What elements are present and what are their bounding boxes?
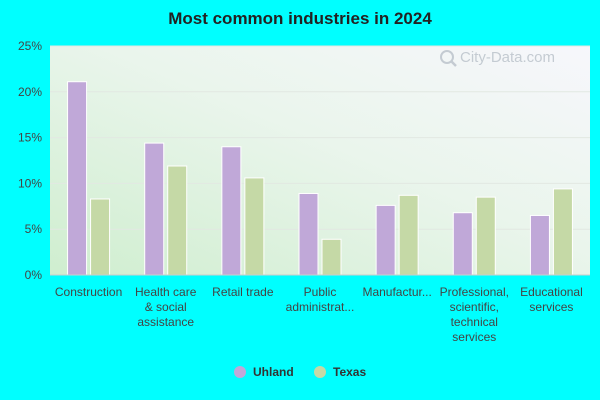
x-tick-label: Construction [55, 285, 122, 299]
bar-uhland[interactable] [67, 81, 88, 276]
legend: Uhland Texas [234, 365, 366, 379]
x-tick-label: Manufactur... [362, 285, 431, 299]
legend-swatch-uhland [234, 366, 246, 378]
bar-uhland[interactable] [298, 192, 319, 276]
y-tick-label: 20% [18, 85, 42, 99]
legend-label-uhland: Uhland [253, 365, 294, 379]
y-tick-label: 25% [18, 39, 42, 53]
y-tick-label: 5% [25, 222, 43, 236]
legend-swatch-texas [314, 366, 326, 378]
watermark-text: City-Data.com [460, 49, 555, 66]
chart-title: Most common industries in 2024 [168, 9, 432, 28]
magnifier-icon [440, 50, 457, 67]
bar-texas[interactable] [321, 238, 342, 276]
y-axis: 0% 5% 10% 15% 20% 25% [18, 39, 42, 282]
plot-area [50, 46, 590, 275]
bar-uhland[interactable] [144, 142, 165, 276]
watermark: City-Data.com [440, 49, 555, 67]
legend-label-texas: Texas [333, 365, 366, 379]
bars [67, 81, 573, 276]
x-tick-label: Professional, scientific, technical service… [440, 285, 509, 344]
bar-texas[interactable] [90, 198, 111, 276]
x-tick-label: Retail trade [212, 285, 274, 299]
y-tick-label: 0% [25, 268, 43, 282]
bar-texas[interactable] [244, 177, 265, 276]
grid-lines [50, 45, 590, 230]
bar-uhland[interactable] [221, 146, 242, 276]
x-tick-label: Public administrat... [286, 285, 355, 314]
x-tick-label: Educational services [520, 285, 583, 314]
y-tick-label: 10% [18, 176, 42, 190]
bar-uhland[interactable] [529, 214, 550, 276]
x-tick-label: Health care & social assistance [135, 285, 197, 329]
bar-texas[interactable] [398, 194, 419, 276]
x-axis: Construction Health care & social assistanc… [50, 274, 590, 344]
y-tick-label: 15% [18, 131, 42, 145]
bar-texas[interactable] [552, 188, 573, 276]
bar-uhland[interactable] [452, 212, 473, 276]
bar-uhland[interactable] [375, 204, 396, 276]
bar-texas[interactable] [475, 196, 496, 276]
bar-texas[interactable] [167, 165, 188, 276]
